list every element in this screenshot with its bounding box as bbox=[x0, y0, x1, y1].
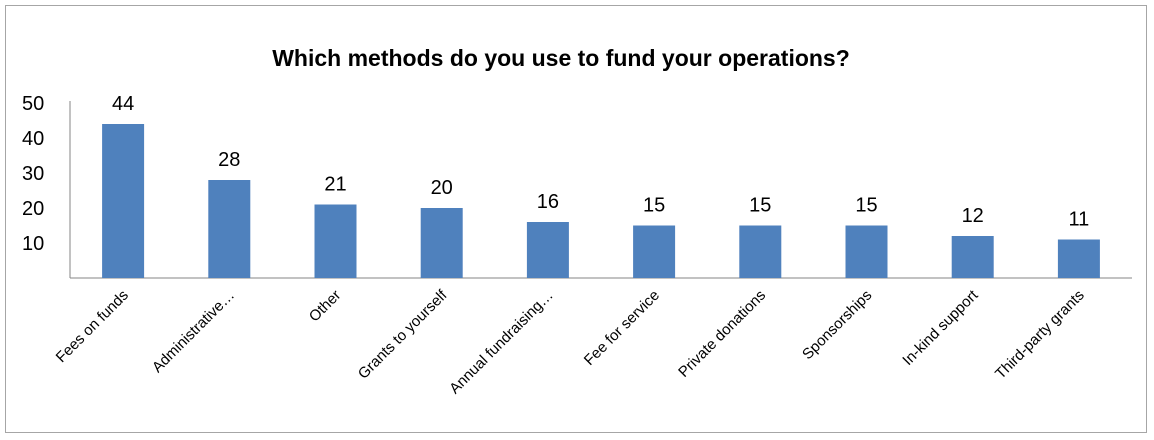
data-label: 15 bbox=[749, 195, 771, 217]
bar bbox=[739, 225, 782, 278]
x-tick-label: Sponsorships bbox=[799, 287, 875, 363]
x-tick-label: Grants to yourself bbox=[355, 286, 451, 382]
data-label: 21 bbox=[324, 174, 346, 196]
y-tick-label: 50 bbox=[22, 93, 44, 115]
x-tick-label: Third-party grants bbox=[992, 287, 1088, 383]
x-tick-label: In-kind support bbox=[899, 286, 982, 369]
bar bbox=[633, 225, 676, 278]
bar bbox=[208, 180, 251, 278]
data-label: 28 bbox=[218, 149, 240, 171]
y-tick-label: 40 bbox=[22, 128, 44, 150]
data-label: 12 bbox=[962, 205, 984, 227]
x-tick-label: Fees on funds bbox=[53, 287, 132, 366]
data-label: 15 bbox=[643, 195, 665, 217]
bar bbox=[845, 225, 888, 278]
bar bbox=[420, 208, 463, 278]
x-tick-label: Private donations bbox=[675, 287, 769, 381]
data-label: 44 bbox=[112, 93, 134, 115]
y-axis-tick-labels: 10 20 30 40 50 bbox=[22, 93, 44, 255]
x-tick-label: Fee for service bbox=[581, 287, 663, 369]
bar bbox=[951, 236, 994, 278]
x-tick-label: Administrative… bbox=[149, 287, 238, 376]
bar bbox=[1057, 239, 1100, 278]
bar bbox=[314, 204, 357, 278]
x-axis-tick-labels: Fees on funds Administrative… Other Grants … bbox=[53, 286, 1088, 397]
data-labels: 44 28 21 20 16 15 15 15 12 11 bbox=[112, 93, 1089, 231]
x-tick-label: Other bbox=[306, 287, 345, 326]
chart-frame: Which methods do you use to fund your op… bbox=[5, 5, 1147, 433]
bar bbox=[102, 124, 145, 278]
data-label: 15 bbox=[855, 195, 877, 217]
y-tick-label: 20 bbox=[22, 198, 44, 220]
x-tick-label: Annual fundraising… bbox=[446, 287, 556, 397]
data-label: 20 bbox=[431, 177, 453, 199]
data-label: 16 bbox=[537, 191, 559, 213]
bar-chart: Which methods do you use to fund your op… bbox=[22, 45, 1132, 397]
y-tick-label: 10 bbox=[22, 233, 44, 255]
bars bbox=[102, 124, 1100, 278]
bar bbox=[526, 222, 569, 278]
data-label: 11 bbox=[1069, 209, 1090, 231]
chart-title: Which methods do you use to fund your op… bbox=[272, 45, 850, 71]
y-tick-label: 30 bbox=[22, 163, 44, 185]
